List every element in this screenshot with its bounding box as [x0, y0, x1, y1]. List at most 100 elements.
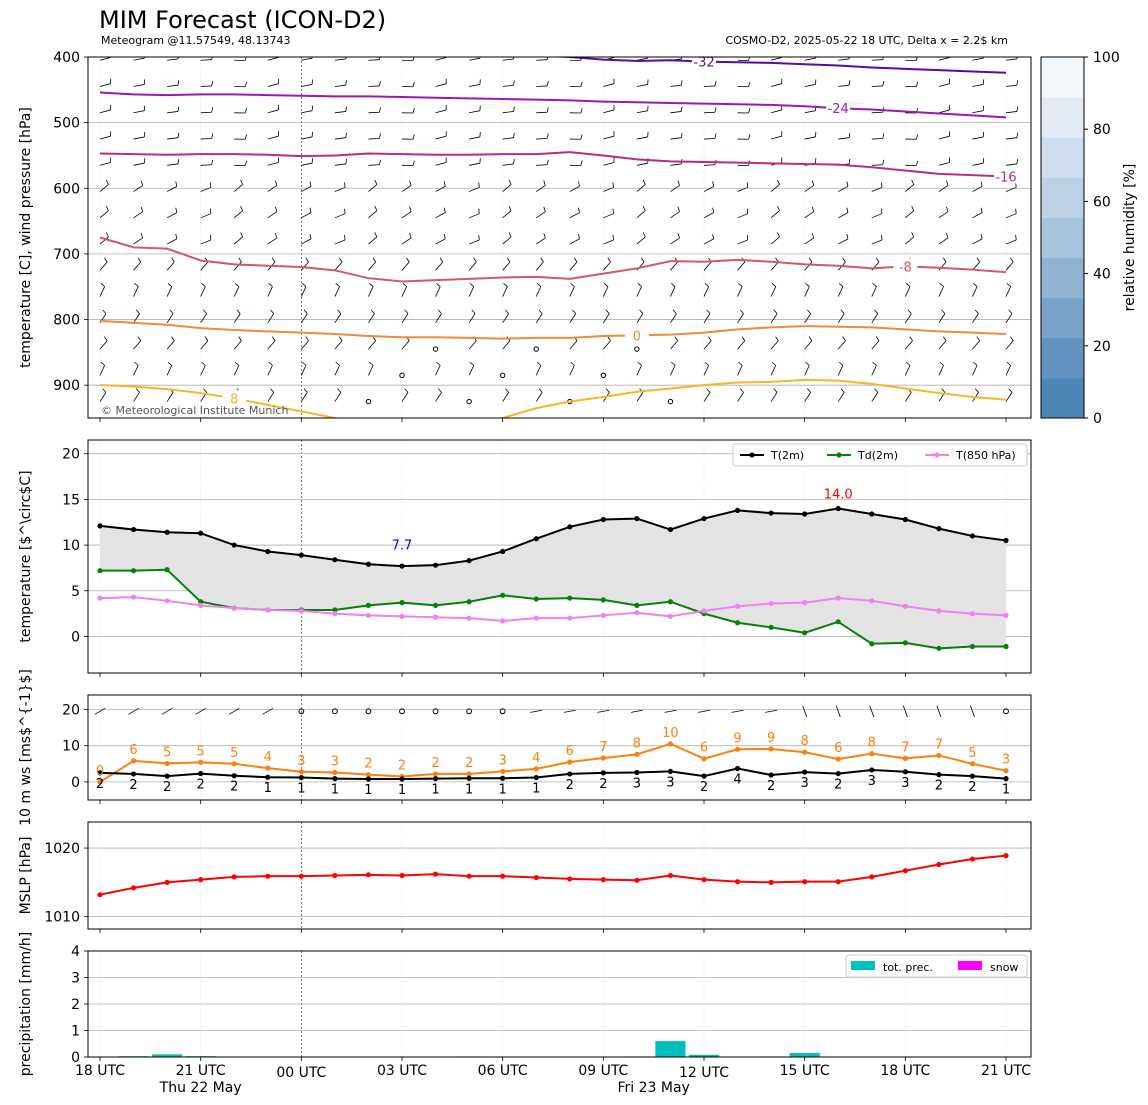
wind-barb-icon — [1008, 388, 1013, 393]
wind-barb-icon — [804, 392, 811, 402]
wind-barb-icon — [468, 313, 476, 324]
wind-barb-icon — [536, 85, 548, 87]
calm-wind-icon — [667, 398, 674, 405]
series-point-0 — [734, 507, 741, 513]
series-point-0 — [298, 552, 304, 558]
wind-barb-icon — [401, 261, 410, 271]
wind-barb-icon — [603, 135, 615, 140]
wind-barb-icon — [436, 283, 441, 287]
wind-barb-icon — [370, 309, 375, 314]
series-point-1 — [869, 751, 875, 757]
wind-barb-icon — [773, 309, 778, 314]
series-point-1 — [734, 620, 741, 626]
meteogram-location: Meteogram @11.57549, 48.13743 — [101, 34, 291, 47]
precip-bar — [655, 1041, 686, 1057]
wind-barb-icon — [546, 159, 549, 165]
wind-speed-label: 1 — [297, 782, 305, 797]
wind-barb-icon — [804, 185, 815, 192]
series-point-0 — [1003, 776, 1009, 782]
wind-barb-icon — [209, 208, 212, 214]
isotherm-line — [99, 319, 1007, 340]
wind-barb-icon — [540, 257, 544, 263]
wind-barb-icon — [435, 57, 447, 61]
wind-barb-icon — [502, 236, 512, 245]
wind-speed-label: 1 — [264, 781, 272, 796]
series-point-0 — [332, 776, 338, 782]
wind-barb-icon — [200, 213, 212, 219]
wind-barb-icon — [838, 186, 849, 192]
wind-barb-icon — [938, 286, 944, 297]
wind-barb-icon — [572, 309, 577, 314]
wind-barb-icon — [777, 179, 780, 185]
gust-label: 2 — [431, 756, 439, 771]
wind-barb-icon — [938, 57, 950, 61]
series-point-0 — [835, 879, 841, 885]
legend-label: Td(2m) — [857, 449, 898, 462]
series-point-0 — [298, 774, 304, 781]
series-point-1 — [667, 741, 674, 747]
wind-barb-icon — [848, 80, 851, 86]
wind-barb-icon — [804, 84, 816, 87]
wind-barb-icon — [334, 58, 346, 61]
series-point-0 — [634, 769, 640, 776]
wind-barb-icon — [580, 134, 583, 140]
wind-barb-icon — [166, 261, 175, 271]
colorbar-segment — [1041, 297, 1084, 339]
wind-barb-icon — [166, 392, 174, 402]
wind-barb-icon — [972, 286, 978, 297]
wind-barb-icon — [502, 163, 514, 166]
wind-barb-icon — [642, 206, 646, 211]
panel-precipitation: 0 1 2 3 4 precipitation [mm/h] tot. prec. snow — [18, 932, 1032, 1076]
series-point-0 — [936, 526, 942, 532]
wind-barb-icon — [301, 361, 307, 366]
series-point-0 — [734, 765, 741, 772]
wind-barb-icon — [905, 236, 915, 245]
axes-frame — [87, 439, 1032, 674]
y-axis-label: 10 m ws [ms$^{-1}$] — [18, 669, 34, 826]
wind-barb-icon — [1005, 286, 1012, 297]
wind-barb-icon — [770, 286, 777, 297]
series-point-2 — [936, 608, 942, 614]
colorbar-segment — [1041, 177, 1084, 218]
wind-barb-icon — [808, 257, 813, 263]
wind-barb-icon — [267, 313, 275, 324]
wind-barb-icon — [605, 388, 610, 393]
wind-barb-icon — [436, 361, 441, 366]
wind-barb-icon — [1005, 163, 1017, 166]
calm-wind-icon — [600, 372, 607, 379]
wind-barb-icon — [300, 365, 307, 376]
series-point-2 — [298, 608, 304, 614]
gust-label: 4 — [264, 750, 272, 765]
wind-barb-icon — [508, 179, 512, 185]
series-point-1 — [265, 765, 271, 771]
gust-label: 3 — [499, 753, 507, 768]
wind-barb-icon — [368, 286, 374, 297]
wind-barb-icon — [882, 80, 885, 87]
wind-barb-icon — [976, 257, 980, 263]
wind-barb-icon — [846, 233, 849, 239]
wind-barb-icon — [804, 313, 811, 324]
series-point-0 — [97, 770, 103, 776]
wind-barb-icon — [636, 392, 644, 402]
wind-barb-icon — [535, 313, 543, 324]
wind-barb-icon — [469, 110, 480, 114]
wind-barb-icon — [603, 162, 615, 166]
series-point-2 — [399, 613, 405, 619]
y-tick-label: 20 — [62, 702, 80, 718]
wind-barb-icon — [105, 232, 109, 238]
wind-barb-icon — [846, 181, 849, 187]
isotherm-label: -24 — [828, 102, 849, 117]
wind-barb-icon — [469, 361, 475, 366]
wind-barb-icon — [838, 137, 850, 140]
wind-barb-icon — [909, 336, 913, 342]
calm-wind-icon — [331, 708, 338, 715]
wind-speed-label: 3 — [666, 775, 674, 790]
wind-barb-icon — [412, 81, 415, 87]
wind-barb-icon — [228, 707, 240, 715]
x-tick-label: 09 UTC — [578, 1063, 628, 1079]
wind-barb-icon — [972, 186, 983, 192]
wind-barb-icon — [543, 206, 546, 212]
wind-barb-icon — [166, 313, 174, 324]
wind-barb-icon — [804, 136, 816, 140]
colorbar-segment — [1041, 97, 1084, 138]
